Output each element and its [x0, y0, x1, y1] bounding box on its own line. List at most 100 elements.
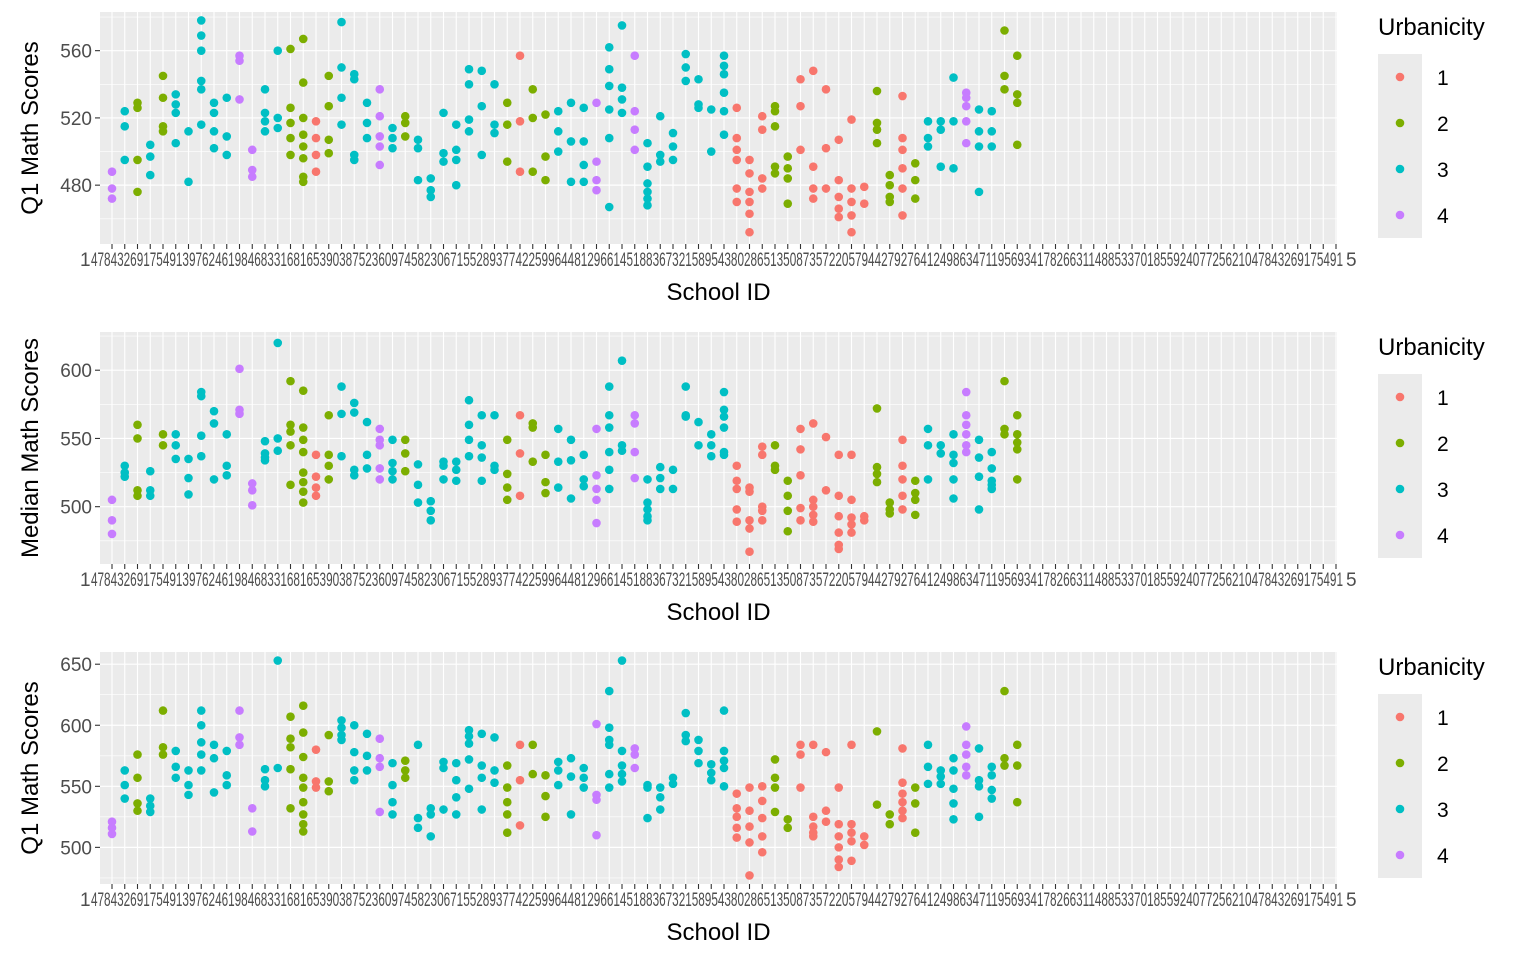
data-point [630, 419, 640, 428]
data-point [451, 457, 461, 466]
data-point [617, 656, 627, 665]
data-point [184, 790, 193, 800]
legend-title: Urbanicity [1378, 14, 1485, 41]
data-point [821, 143, 831, 153]
data-point [107, 194, 117, 203]
data-point [502, 98, 512, 108]
data-point [783, 152, 793, 161]
y-tick-label: 550 [60, 429, 92, 450]
data-point [732, 184, 742, 193]
data-point [847, 819, 856, 829]
data-point [898, 806, 907, 816]
data-point [145, 466, 155, 476]
data-point [987, 484, 997, 494]
data-point [502, 495, 512, 505]
data-point [477, 761, 487, 770]
data-point [133, 799, 142, 808]
data-point [821, 486, 831, 495]
data-point [337, 409, 346, 419]
data-point [196, 31, 206, 40]
data-point [566, 435, 576, 445]
data-point [974, 187, 984, 197]
data-point [949, 73, 958, 82]
data-point [375, 440, 385, 450]
data-point [719, 61, 729, 71]
data-point [757, 832, 767, 841]
legend-key-background [1378, 54, 1422, 238]
data-point [706, 430, 716, 439]
data-point [936, 766, 946, 775]
data-point [375, 475, 385, 484]
data-point [541, 450, 550, 460]
data-point [923, 142, 933, 151]
data-point [209, 419, 219, 428]
data-point [349, 470, 359, 480]
data-point [298, 177, 308, 187]
data-point [400, 466, 410, 476]
data-point [974, 142, 984, 151]
data-point [655, 150, 665, 160]
data-point [222, 132, 232, 141]
data-point [745, 838, 754, 847]
data-point [528, 167, 538, 177]
data-point [745, 524, 754, 533]
data-point [668, 484, 678, 494]
data-point [107, 529, 117, 539]
data-point [158, 742, 168, 752]
data-point [923, 475, 933, 484]
x-axis-title: School ID [666, 919, 770, 946]
data-point [298, 810, 308, 819]
data-point [859, 516, 869, 525]
legend-label-2: 2 [1437, 433, 1449, 456]
data-point [898, 461, 907, 471]
data-point [311, 150, 321, 160]
data-point [961, 750, 971, 759]
data-point [745, 209, 754, 219]
data-point [630, 763, 640, 773]
data-point [974, 782, 984, 791]
data-point [107, 167, 117, 177]
data-point [617, 746, 627, 756]
data-point [770, 122, 780, 131]
legend-label-2: 2 [1437, 113, 1449, 136]
legend-label-3: 3 [1437, 159, 1449, 182]
data-point [732, 833, 742, 842]
data-point [681, 76, 691, 86]
data-point [298, 113, 308, 123]
data-point [426, 803, 436, 813]
data-point [515, 116, 525, 126]
data-point [400, 756, 410, 765]
data-point [655, 462, 665, 472]
data-point [222, 150, 232, 160]
data-point [770, 440, 780, 450]
data-point [566, 753, 576, 763]
data-point [745, 783, 754, 792]
data-point [235, 56, 244, 66]
data-point [145, 794, 155, 803]
data-point [145, 170, 155, 180]
data-point [630, 106, 640, 116]
data-point [719, 88, 729, 97]
data-point [413, 143, 423, 153]
data-point [719, 763, 729, 773]
data-point [847, 495, 856, 505]
data-point [592, 175, 601, 185]
data-point [426, 516, 436, 525]
data-point [413, 740, 423, 750]
data-point [974, 505, 984, 514]
data-point [770, 755, 780, 764]
data-point [796, 740, 805, 750]
data-point [732, 197, 742, 207]
y-tick-label: 500 [60, 498, 92, 519]
data-point [158, 430, 168, 439]
data-point [643, 783, 652, 792]
data-point [821, 432, 831, 442]
data-point [910, 783, 920, 792]
data-point [961, 440, 971, 450]
data-point [464, 115, 474, 124]
data-point [745, 169, 754, 178]
legend-label-1: 1 [1437, 387, 1449, 410]
data-point [668, 155, 678, 165]
data-point [910, 799, 920, 808]
data-point [298, 142, 308, 151]
